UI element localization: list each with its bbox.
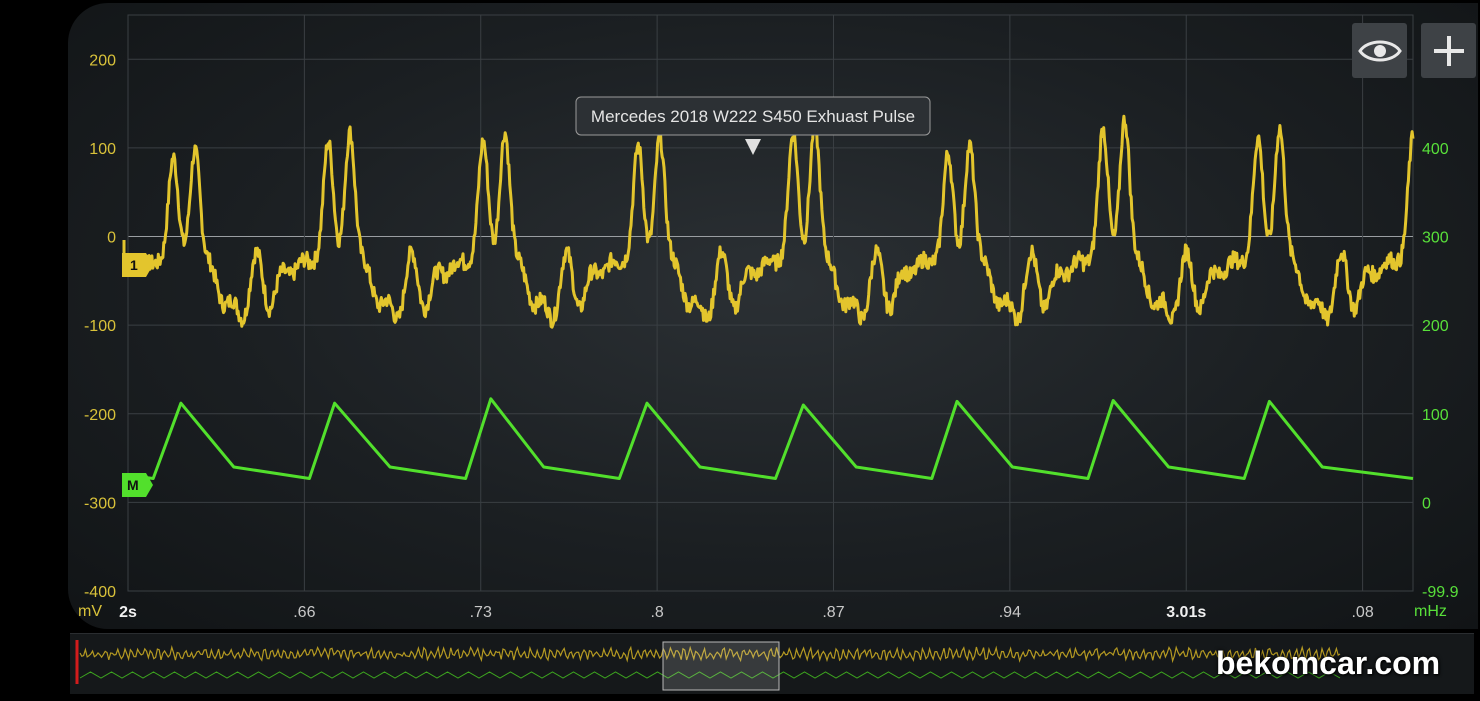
x-axis-tick-label: .08 [1351, 604, 1373, 621]
x-axis-tick-label: .73 [470, 604, 492, 621]
watermark: bekomcar.com [1216, 645, 1441, 681]
right-axis-tick-label: 0 [1422, 495, 1431, 512]
x-axis-tick-label: 3.01s [1166, 604, 1206, 621]
chart-title-callout: Mercedes 2018 W222 S450 Exhuast Pulse [575, 96, 931, 155]
overview-series-1 [79, 645, 1341, 664]
x-axis-tick-label: .94 [999, 604, 1021, 621]
right-axis-tick-label: 300 [1422, 230, 1449, 247]
chart-title: Mercedes 2018 W222 S450 Exhuast Pulse [591, 107, 915, 126]
right-axis-tick-label: -99.9 [1422, 584, 1459, 601]
series-1-trace [126, 114, 1415, 329]
left-axis-tick-label: 0 [107, 230, 116, 247]
visibility-button[interactable] [1352, 23, 1407, 78]
right-axis-unit: mHz [1414, 603, 1447, 620]
left-axis-tick-label: -100 [84, 318, 116, 335]
left-axis-tick-label: -400 [84, 584, 116, 601]
math-marker-label: M [127, 477, 139, 493]
overview-view-window[interactable] [662, 641, 780, 691]
right-axis-tick-label: 100 [1422, 407, 1449, 424]
channel-1-marker-label: 1 [130, 257, 138, 273]
left-axis-ticks: 200 100 0 -100 -200 -300 -400 [84, 52, 116, 601]
channel-1-marker[interactable]: 1 [122, 240, 153, 277]
series-m-trace [132, 397, 1414, 480]
right-axis-tick-label: 400 [1422, 141, 1449, 158]
right-axis-tick-label: 200 [1422, 318, 1449, 335]
add-button[interactable] [1421, 23, 1476, 78]
x-axis-tick-label: .8 [650, 604, 663, 621]
left-axis-tick-label: 200 [89, 52, 116, 69]
left-axis-tick-label: -200 [84, 407, 116, 424]
plus-icon [1433, 35, 1464, 66]
math-marker[interactable]: M [122, 473, 153, 497]
left-axis-tick-label: -300 [84, 495, 116, 512]
left-axis-tick-label: 100 [89, 141, 116, 158]
x-axis-ticks: 2s .66 .73 .8 .87 .94 3.01s .08 [119, 604, 1374, 621]
overview-series-m [79, 671, 1341, 679]
overview-strip[interactable] [70, 633, 1474, 694]
overview-svg [75, 640, 1341, 691]
x-axis-tick-label: .66 [293, 604, 315, 621]
x-axis-tick-label: .87 [822, 604, 844, 621]
eye-icon [1357, 40, 1402, 61]
left-axis-unit: mV [78, 603, 102, 620]
x-axis-tick-label: 2s [119, 604, 137, 621]
right-axis-ticks: 5004003002001000-99.9 [1422, 52, 1459, 601]
